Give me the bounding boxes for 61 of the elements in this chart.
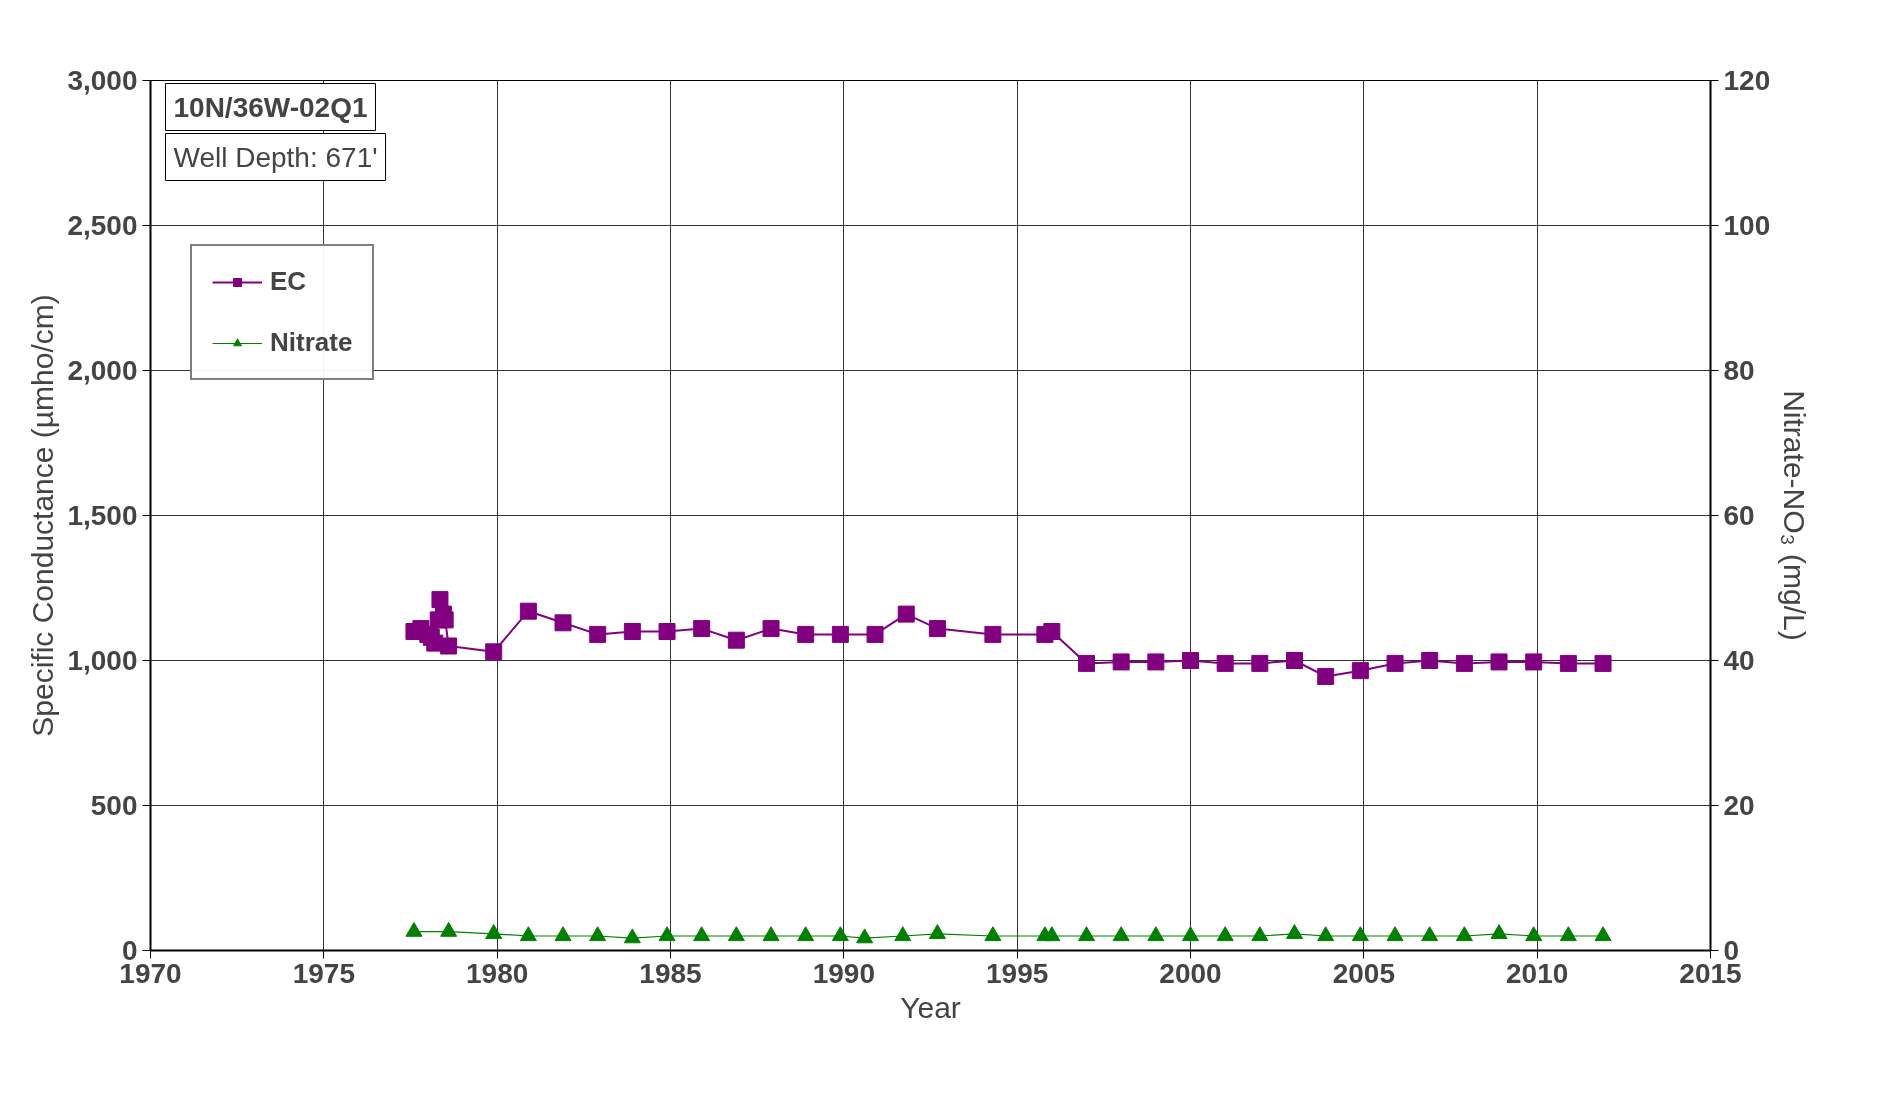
y2-axis-title: Nitrate-NO₃ (mg/L): [1778, 390, 1812, 641]
point: [440, 637, 458, 655]
point: [1251, 654, 1269, 672]
point: [485, 643, 503, 661]
x-tick-label: 2010: [1506, 957, 1569, 989]
annotation: 10N/36W-02Q1: [173, 91, 368, 123]
y-tick-label: 2,500: [67, 210, 138, 241]
point: [436, 611, 454, 629]
x-tick-label: 1995: [986, 957, 1049, 989]
point: [1317, 667, 1335, 685]
y2-tick-label: 100: [1723, 210, 1771, 241]
point: [658, 623, 676, 640]
point: [1525, 653, 1543, 671]
x-tick-label: 1985: [639, 957, 702, 989]
point: [897, 605, 915, 623]
point: [589, 625, 607, 643]
y2-tick-label: 60: [1723, 500, 1755, 531]
point: [928, 620, 946, 638]
legend-label: Nitrate: [270, 327, 353, 358]
point: [1182, 652, 1199, 669]
y-tick-label: 3,000: [67, 65, 138, 96]
y-tick-label: 1,000: [67, 645, 138, 676]
point: [1455, 654, 1473, 672]
point: [1043, 623, 1061, 640]
point: [1490, 653, 1508, 671]
x-tick-label: 2005: [1332, 957, 1395, 989]
point: [519, 602, 537, 620]
y2-tick-label: 40: [1723, 645, 1755, 676]
y-tick-label: 500: [90, 790, 138, 821]
point: [693, 620, 711, 638]
y2-tick-label: 120: [1723, 65, 1771, 96]
point: [727, 631, 745, 649]
point: [866, 625, 884, 643]
x-tick-label: 1980: [466, 957, 529, 989]
x-tick-label: 2000: [1159, 957, 1222, 989]
point: [984, 625, 1002, 643]
y2-tick-label: 80: [1723, 355, 1755, 386]
point: [1421, 652, 1439, 669]
y-axis-title: Specific Conductance (µmho/cm): [26, 294, 60, 737]
y-tick-label: 1,500: [67, 500, 138, 531]
x-axis-title: Year: [900, 990, 961, 1024]
point: [1078, 654, 1095, 672]
point: [623, 623, 641, 640]
point: [797, 625, 815, 643]
point: [1147, 653, 1165, 671]
point: [762, 620, 780, 638]
point: [1559, 654, 1577, 672]
point: [1112, 653, 1130, 671]
point: [831, 625, 849, 643]
point: [554, 614, 572, 632]
point: [1216, 654, 1234, 672]
point: [1594, 654, 1612, 672]
y-tick-label: 2,000: [67, 355, 138, 386]
x-tick-label: 1975: [292, 957, 355, 989]
annotation: Well Depth: 671': [173, 141, 378, 173]
point: [1386, 654, 1404, 672]
y2-tick-label: 20: [1723, 790, 1755, 821]
point: [1286, 652, 1303, 669]
point: [1351, 662, 1369, 680]
x-tick-label: 1990: [812, 957, 875, 989]
legend-label: EC: [270, 266, 307, 297]
